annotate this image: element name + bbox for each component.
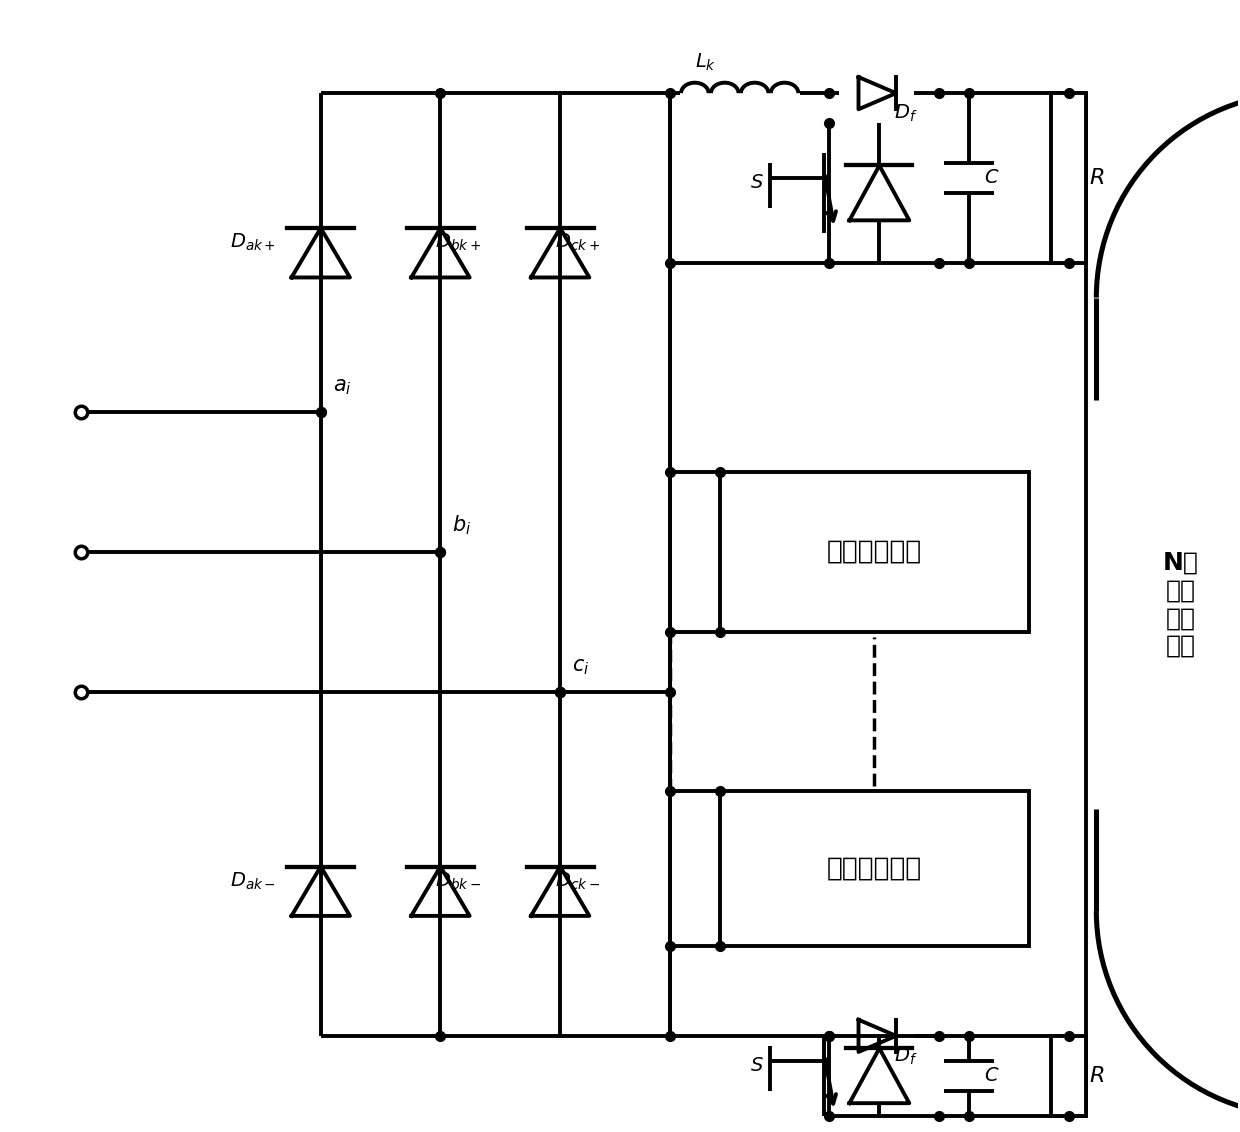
- Text: $D_{ak+}$: $D_{ak+}$: [229, 232, 275, 254]
- Text: $C$: $C$: [985, 1066, 999, 1086]
- Bar: [719, 791, 1029, 946]
- Text: $c_i$: $c_i$: [572, 657, 589, 677]
- Text: $D_{ck+}$: $D_{ck+}$: [556, 232, 600, 254]
- Text: $D_f$: $D_f$: [894, 103, 918, 125]
- Text: N个
功率
开关
单元: N个 功率 开关 单元: [1163, 550, 1199, 658]
- Bar: [1052, 1036, 1086, 1116]
- Text: 功率开关单元: 功率开关单元: [827, 539, 923, 565]
- Text: $S$: $S$: [750, 1056, 764, 1075]
- Text: 功率开关单元: 功率开关单元: [827, 856, 923, 882]
- Text: $D_f$: $D_f$: [894, 1046, 918, 1067]
- Text: $S$: $S$: [750, 173, 764, 192]
- Text: $D_{bk+}$: $D_{bk+}$: [435, 232, 481, 254]
- Text: $D_{ck-}$: $D_{ck-}$: [556, 871, 600, 892]
- Text: $R$: $R$: [1089, 168, 1104, 188]
- Bar: [1052, 93, 1086, 263]
- Bar: [719, 472, 1029, 632]
- Text: $a_i$: $a_i$: [332, 377, 351, 397]
- Text: $D_{bk-}$: $D_{bk-}$: [435, 871, 481, 892]
- Text: $D_{ak-}$: $D_{ak-}$: [229, 871, 275, 892]
- Text: $b_i$: $b_i$: [453, 514, 471, 537]
- Text: $C$: $C$: [985, 169, 999, 188]
- Text: $L_k$: $L_k$: [694, 52, 715, 74]
- Text: $R$: $R$: [1089, 1065, 1104, 1086]
